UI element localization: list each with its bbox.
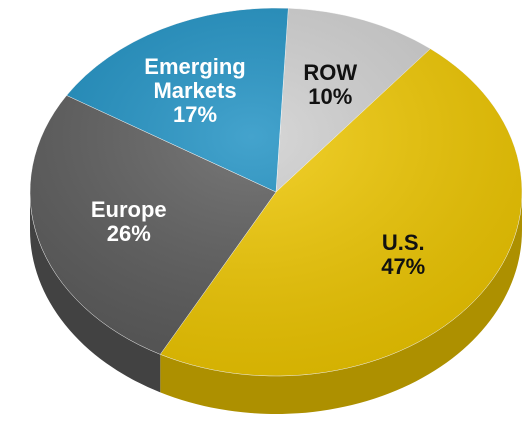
- value-label: 10%: [308, 84, 353, 110]
- category-label: ROW: [303, 60, 358, 86]
- slice-label: ROW 10%: [260, 61, 400, 109]
- value-label: 26%: [106, 220, 151, 246]
- slice-label: Europe 26%: [59, 196, 199, 246]
- category-label: Emerging Markets: [144, 54, 246, 104]
- value-label: 17%: [172, 102, 218, 128]
- slice-label: Emerging Markets 17%: [135, 55, 255, 127]
- category-label: Europe: [90, 196, 167, 222]
- slice-label: U.S. 47%: [333, 229, 473, 279]
- category-label: U.S.: [381, 229, 425, 255]
- value-label: 47%: [381, 253, 426, 279]
